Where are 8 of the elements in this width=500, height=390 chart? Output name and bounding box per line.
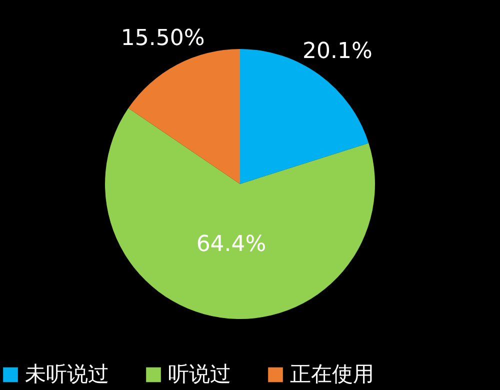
data-label: 15.50%	[120, 26, 205, 52]
data-label: 20.1%	[302, 38, 372, 64]
pie-slice	[128, 49, 240, 184]
legend-label: 听说过	[168, 362, 231, 386]
legend-label: 未听说过	[25, 362, 109, 386]
legend-label: 正在使用	[290, 362, 374, 386]
pie-slice	[105, 108, 375, 319]
data-label: 64.4%	[196, 232, 266, 258]
